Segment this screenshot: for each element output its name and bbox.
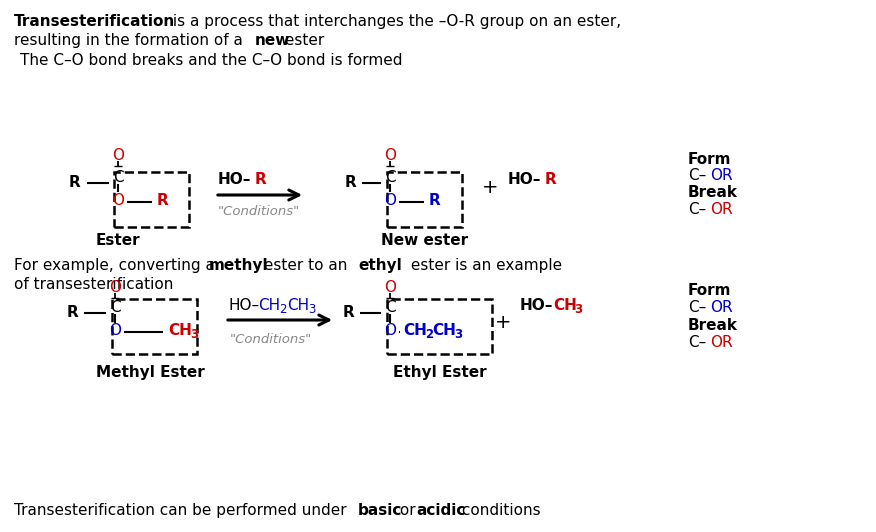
Text: Methyl Ester: Methyl Ester xyxy=(95,365,204,380)
Text: basic: basic xyxy=(358,503,402,518)
Text: ester to an: ester to an xyxy=(259,258,352,273)
Text: For example, converting a: For example, converting a xyxy=(14,258,220,273)
Text: or: or xyxy=(395,503,420,518)
Text: 3: 3 xyxy=(190,328,198,341)
Text: O: O xyxy=(109,280,121,295)
Text: ester: ester xyxy=(280,33,324,48)
Text: HO–: HO– xyxy=(520,298,554,313)
Text: The C–O bond breaks and the C–O bond is formed: The C–O bond breaks and the C–O bond is … xyxy=(20,53,402,68)
Text: Transesterification can be performed under: Transesterification can be performed und… xyxy=(14,503,351,518)
Text: CH: CH xyxy=(258,298,280,313)
Text: C: C xyxy=(113,170,124,185)
Text: OR: OR xyxy=(710,168,732,183)
Text: +: + xyxy=(495,313,512,332)
Text: HO–: HO– xyxy=(508,172,541,187)
Text: C–: C– xyxy=(688,300,706,315)
Text: C: C xyxy=(385,300,395,315)
Text: Break: Break xyxy=(688,318,738,333)
Text: CH: CH xyxy=(432,323,456,338)
Text: OR: OR xyxy=(710,335,732,350)
Text: 3: 3 xyxy=(454,328,463,341)
Text: CH: CH xyxy=(553,298,577,313)
Text: conditions: conditions xyxy=(457,503,540,518)
Text: CH: CH xyxy=(287,298,309,313)
Text: is a process that interchanges the –O-R group on an ester,: is a process that interchanges the –O-R … xyxy=(168,14,621,29)
Text: O: O xyxy=(112,148,124,163)
Text: O: O xyxy=(112,193,124,208)
Text: +: + xyxy=(482,178,498,197)
Text: New ester: New ester xyxy=(381,233,469,248)
Text: R: R xyxy=(428,193,440,208)
Text: HO–: HO– xyxy=(218,172,251,187)
Text: Transesterification: Transesterification xyxy=(14,14,175,29)
Text: acidic: acidic xyxy=(416,503,465,518)
Text: of transesterification: of transesterification xyxy=(14,277,173,292)
Text: ester is an example: ester is an example xyxy=(406,258,562,273)
Text: R: R xyxy=(343,305,354,320)
Text: C: C xyxy=(385,170,395,185)
Text: Break: Break xyxy=(688,185,738,200)
Text: R: R xyxy=(69,175,81,190)
Text: C–: C– xyxy=(688,168,706,183)
Text: 3: 3 xyxy=(574,303,583,316)
Text: CH: CH xyxy=(403,323,427,338)
Text: OR: OR xyxy=(710,202,732,217)
Text: C: C xyxy=(110,300,120,315)
Text: R: R xyxy=(344,175,356,190)
Text: R: R xyxy=(255,172,267,187)
Text: O: O xyxy=(384,323,396,338)
Text: Form: Form xyxy=(688,152,731,167)
Text: O: O xyxy=(384,280,396,295)
Text: C–: C– xyxy=(688,335,706,350)
Text: O: O xyxy=(384,193,396,208)
Text: HO–: HO– xyxy=(228,298,259,313)
Text: resulting in the formation of a: resulting in the formation of a xyxy=(14,33,248,48)
Text: R: R xyxy=(545,172,557,187)
Text: Ethyl Ester: Ethyl Ester xyxy=(393,365,487,380)
Text: R: R xyxy=(156,193,168,208)
Text: Form: Form xyxy=(688,283,731,298)
Text: C–: C– xyxy=(688,202,706,217)
Text: "Conditions": "Conditions" xyxy=(218,205,300,218)
Text: 2: 2 xyxy=(425,328,433,341)
Text: O: O xyxy=(384,148,396,163)
Text: ethyl: ethyl xyxy=(358,258,402,273)
Text: O: O xyxy=(109,323,121,338)
Text: OR: OR xyxy=(710,300,732,315)
Text: "Conditions": "Conditions" xyxy=(230,333,312,346)
Text: CH: CH xyxy=(168,323,192,338)
Text: Ester: Ester xyxy=(95,233,140,248)
Text: methyl: methyl xyxy=(209,258,269,273)
Text: 2: 2 xyxy=(279,303,286,316)
Text: R: R xyxy=(66,305,78,320)
Text: new: new xyxy=(255,33,290,48)
Text: 3: 3 xyxy=(308,303,315,316)
